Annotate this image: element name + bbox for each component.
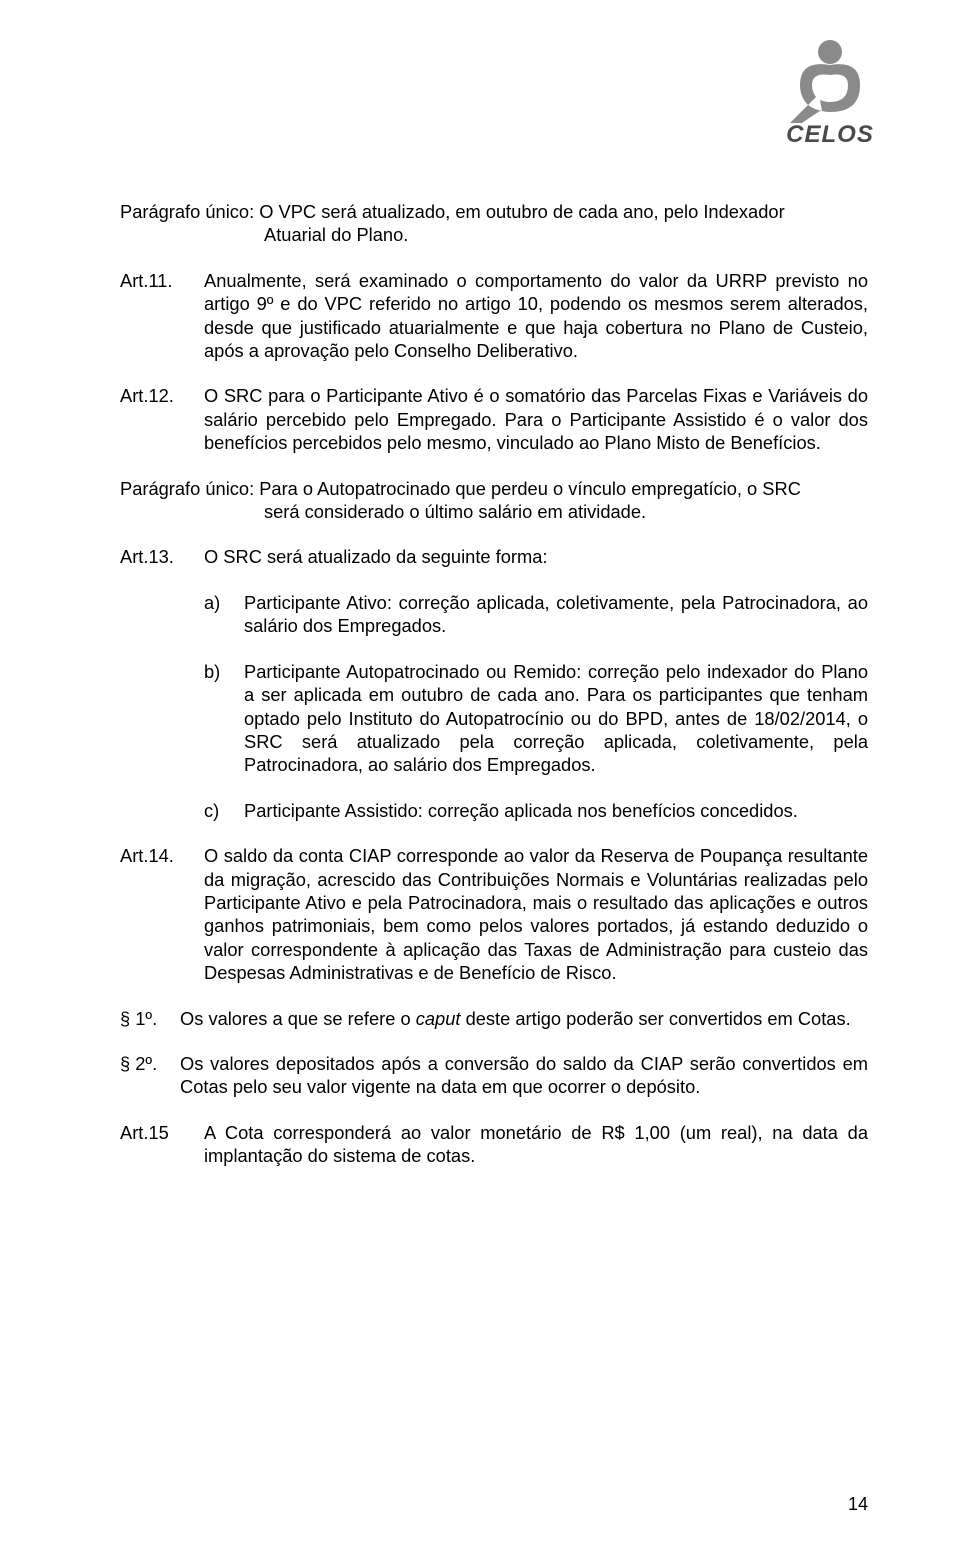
list-text: Participante Autopatrocinado ou Remido: … — [244, 660, 868, 777]
article-12: Art.12. O SRC para o Participante Ativo … — [120, 384, 868, 454]
article-body: O SRC será atualizado da seguinte forma: — [204, 545, 868, 568]
paragrafo-unico-2: Parágrafo único: Para o Autopatrocinado … — [120, 477, 868, 524]
list-item-c: c) Participante Assistido: correção apli… — [204, 799, 868, 822]
paragrafo-unico-prefix: Parágrafo único: — [120, 478, 259, 499]
article-body: A Cota corresponderá ao valor monetário … — [204, 1121, 868, 1168]
article-13-sublist: a) Participante Ativo: correção aplicada… — [204, 591, 868, 822]
paragraph-text: O VPC será atualizado, em outubro de cad… — [259, 201, 784, 222]
list-item-a: a) Participante Ativo: correção aplicada… — [204, 591, 868, 638]
paragraph-text: será considerado o último salário em ati… — [120, 500, 868, 523]
article-body: O saldo da conta CIAP corresponde ao val… — [204, 844, 868, 984]
text-before: Os valores a que se refere o — [180, 1008, 416, 1029]
list-letter: a) — [204, 591, 244, 638]
list-letter: b) — [204, 660, 244, 777]
article-13: Art.13. O SRC será atualizado da seguint… — [120, 545, 868, 568]
section-1: § 1º. Os valores a que se refere o caput… — [120, 1007, 868, 1030]
article-label: Art.12. — [120, 384, 204, 454]
paragraph-text: Atuarial do Plano. — [120, 223, 868, 246]
text-italic: caput — [416, 1008, 461, 1029]
document-page: CELOS Parágrafo único: O VPC será atuali… — [0, 0, 960, 1545]
article-label: Art.14. — [120, 844, 204, 984]
list-letter: c) — [204, 799, 244, 822]
section-label: § 1º. — [120, 1007, 180, 1030]
article-body: O SRC para o Participante Ativo é o soma… — [204, 384, 868, 454]
page-number: 14 — [848, 1494, 868, 1515]
text-after: deste artigo poderão ser convertidos em … — [460, 1008, 850, 1029]
paragrafo-unico-prefix: Parágrafo único: — [120, 201, 259, 222]
celos-logo-icon: CELOS — [780, 30, 880, 150]
brand-logo: CELOS — [780, 30, 880, 150]
document-body: Parágrafo único: O VPC será atualizado, … — [120, 200, 868, 1168]
article-label: Art.11. — [120, 269, 204, 363]
article-label: Art.15 — [120, 1121, 204, 1168]
svg-text:CELOS: CELOS — [786, 121, 874, 148]
article-label: Art.13. — [120, 545, 204, 568]
article-15: Art.15 A Cota corresponderá ao valor mon… — [120, 1121, 868, 1168]
article-body: Anualmente, será examinado o comportamen… — [204, 269, 868, 363]
section-body: Os valores a que se refere o caput deste… — [180, 1007, 868, 1030]
list-item-b: b) Participante Autopatrocinado ou Remid… — [204, 660, 868, 777]
section-label: § 2º. — [120, 1052, 180, 1099]
article-14: Art.14. O saldo da conta CIAP correspond… — [120, 844, 868, 984]
section-2: § 2º. Os valores depositados após a conv… — [120, 1052, 868, 1099]
list-text: Participante Ativo: correção aplicada, c… — [244, 591, 868, 638]
article-11: Art.11. Anualmente, será examinado o com… — [120, 269, 868, 363]
paragraph-text: Para o Autopatrocinado que perdeu o vínc… — [259, 478, 801, 499]
section-body: Os valores depositados após a conversão … — [180, 1052, 868, 1099]
paragrafo-unico-1: Parágrafo único: O VPC será atualizado, … — [120, 200, 868, 247]
list-text: Participante Assistido: correção aplicad… — [244, 799, 868, 822]
